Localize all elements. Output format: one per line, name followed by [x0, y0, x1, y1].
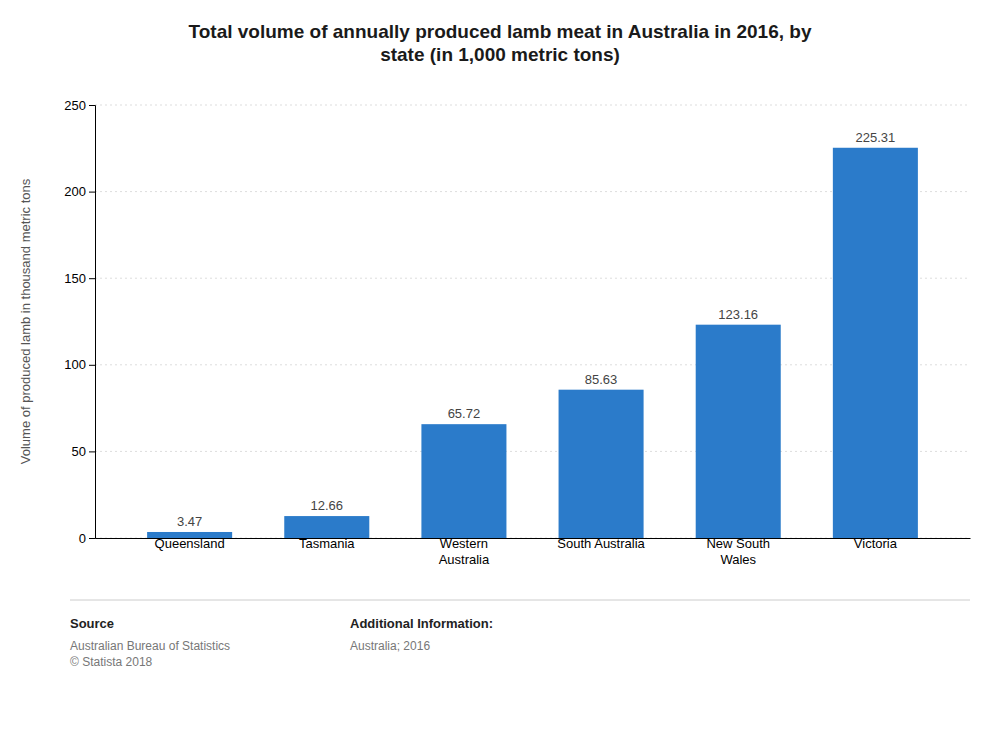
- text-line: Tasmania: [299, 536, 355, 551]
- text-line: Wales: [720, 552, 756, 567]
- text-line: South Australia: [557, 536, 645, 551]
- text-line: © Statista 2018: [70, 655, 153, 669]
- text-line: Australia: [439, 552, 490, 567]
- x-axis: Queensland Tasmania WesternAustralia South …: [96, 536, 971, 567]
- y-tick: 150: [64, 271, 95, 286]
- text-line: New South: [706, 536, 770, 551]
- x-tick: Queensland: [155, 536, 225, 551]
- y-tick-mark: [89, 192, 95, 193]
- data-label: 85.63: [585, 372, 618, 387]
- text-line: Western: [440, 536, 488, 551]
- x-tick-label: WesternAustralia: [439, 536, 490, 567]
- data-label: 65.72: [448, 406, 481, 421]
- data-labels: 3.47 12.66 65.72 85.63 123.16 225.31: [177, 130, 895, 529]
- text-line: Source: [70, 616, 114, 631]
- grid-line: [95, 105, 970, 106]
- footer-label: Source: [70, 616, 114, 631]
- x-axis-line: [96, 538, 971, 539]
- text-line: state (in 1,000 metric tons): [380, 44, 620, 65]
- y-tick-label: 50: [72, 444, 86, 459]
- x-tick: New SouthWales: [706, 536, 770, 567]
- y-tick: 200: [64, 184, 95, 199]
- data-label: 3.47: [177, 514, 202, 529]
- bar: [696, 325, 781, 538]
- grid: [95, 105, 970, 538]
- bar: [559, 390, 644, 538]
- text-line: Victoria: [854, 536, 898, 551]
- y-tick-label: 250: [64, 98, 86, 113]
- x-tick-label: South Australia: [557, 536, 645, 551]
- bar: [833, 148, 918, 538]
- x-tick: Victoria: [854, 536, 898, 551]
- y-tick-label: 150: [64, 271, 86, 286]
- bars: [147, 148, 918, 538]
- y-tick: 100: [64, 357, 95, 372]
- chart-container: Total volume of annually produced lamb m…: [0, 0, 1000, 743]
- footer-label: Additional Information:: [350, 616, 493, 631]
- chart-svg: Total volume of annually produced lamb m…: [0, 0, 1000, 743]
- x-tick: WesternAustralia: [439, 536, 490, 567]
- y-tick-mark: [89, 278, 95, 279]
- footer-text: Australian Bureau of Statistics © Statist…: [70, 639, 230, 669]
- data-label: 12.66: [311, 498, 344, 513]
- y-tick-label: 0: [79, 531, 86, 546]
- text-line: Queensland: [155, 536, 225, 551]
- x-tick: South Australia: [557, 536, 645, 551]
- x-tick-label: Queensland: [155, 536, 225, 551]
- footer-divider: [70, 600, 970, 601]
- text-line: Australian Bureau of Statistics: [70, 639, 230, 653]
- chart-title: Total volume of annually produced lamb m…: [189, 21, 812, 65]
- y-tick-mark: [89, 105, 95, 106]
- data-label: 225.31: [855, 130, 895, 145]
- y-tick-mark: [89, 365, 95, 366]
- bar: [147, 532, 232, 538]
- x-tick-label: Tasmania: [299, 536, 355, 551]
- y-tick-mark: [89, 538, 95, 539]
- bar: [421, 424, 506, 538]
- bar: [284, 516, 369, 538]
- y-tick: 0: [79, 531, 95, 546]
- x-tick-label: New SouthWales: [706, 536, 770, 567]
- x-tick-label: Victoria: [854, 536, 898, 551]
- y-axis-title: Volume of produced lamb in thousand metr…: [18, 178, 33, 464]
- x-tick: Tasmania: [299, 536, 355, 551]
- text-line: Additional Information:: [350, 616, 493, 631]
- footer-text: Australia; 2016: [350, 639, 430, 653]
- y-tick: 50: [72, 444, 95, 459]
- y-tick-mark: [89, 451, 95, 452]
- y-axis: 0 50 100 150 200 250: [64, 98, 95, 546]
- text-line: Australia; 2016: [350, 639, 430, 653]
- data-label: 123.16: [718, 307, 758, 322]
- plot-area: 0 50 100 150 200 250 Queensland Tasmania Western…: [64, 98, 970, 567]
- y-tick-label: 100: [64, 357, 86, 372]
- y-axis-line: [89, 106, 96, 539]
- y-tick: 250: [64, 98, 95, 113]
- y-tick-label: 200: [64, 184, 86, 199]
- text-line: Total volume of annually produced lamb m…: [189, 21, 812, 42]
